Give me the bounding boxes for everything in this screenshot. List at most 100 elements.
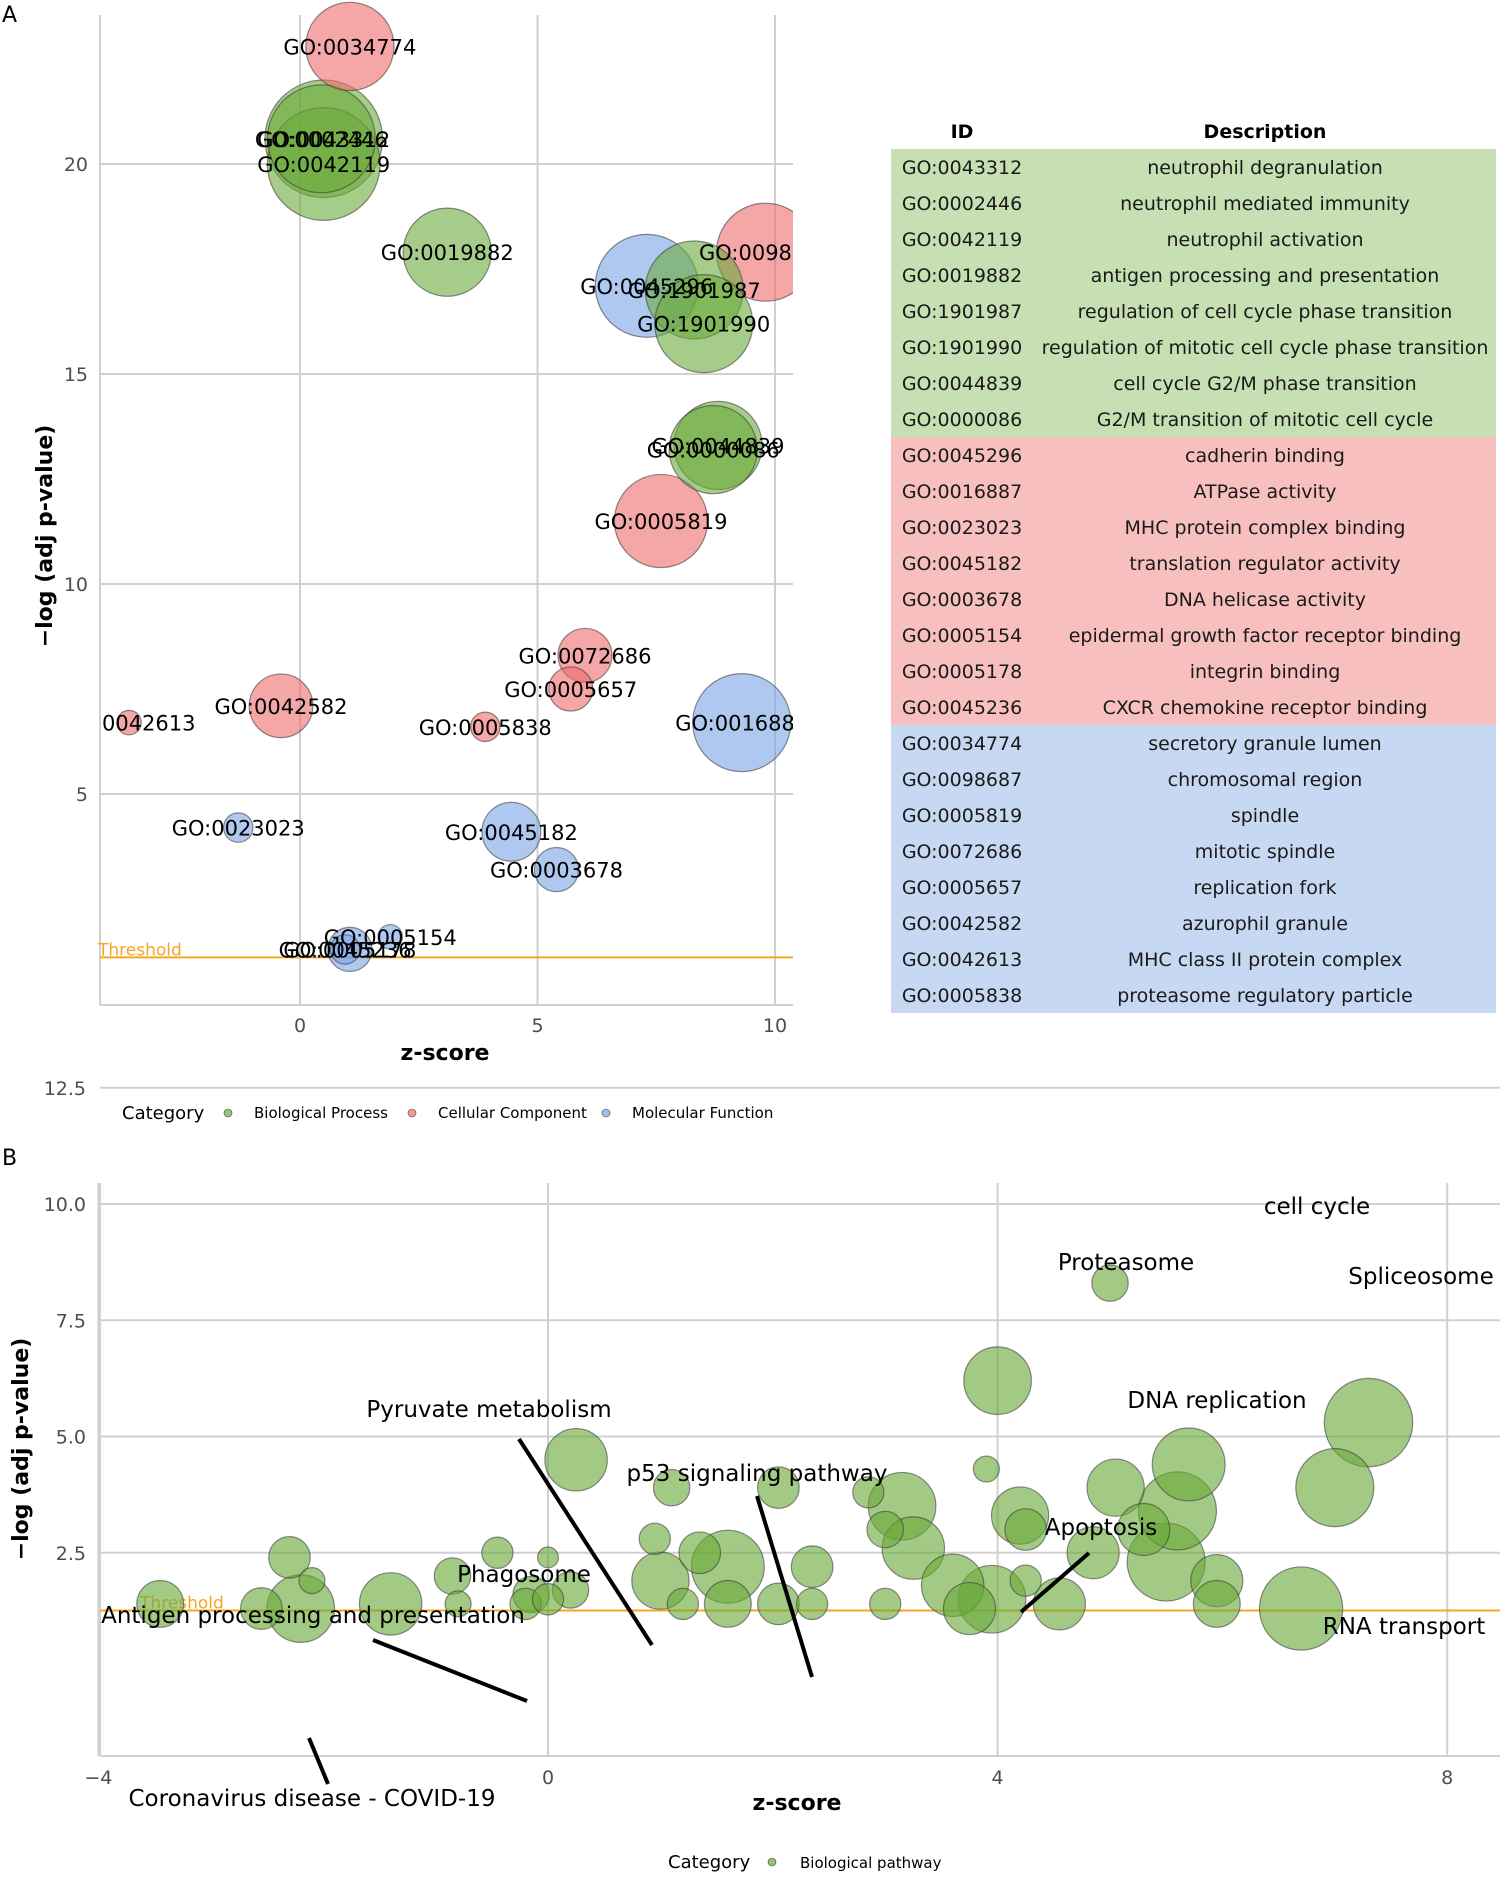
panel-a-y-axis-title: −log (adj p-value) <box>33 425 58 648</box>
table-row <box>891 797 1496 833</box>
go-term-table: ID Description GO:0043312 neutrophil degr… <box>891 121 1496 1013</box>
pathway-label-proteasome: Proteasome <box>1058 1250 1194 1276</box>
a-x-tick-label-0: 0 <box>294 1015 306 1037</box>
table-row <box>891 725 1496 761</box>
label-go-0005178: GO:0005178 <box>283 938 416 962</box>
table-row <box>891 473 1496 509</box>
table-cell-id: GO:0005657 <box>902 877 1022 899</box>
bubble-go-1901990 <box>654 274 754 374</box>
table-cell-description: ATPase activity <box>1193 481 1336 503</box>
table-cell-id: GO:0044839 <box>902 373 1022 395</box>
table-cell-id: GO:0005178 <box>902 661 1022 683</box>
table-cell-id: GO:0003678 <box>902 589 1022 611</box>
panel-b-bubbles <box>136 1092 1414 1651</box>
table-row <box>891 977 1496 1013</box>
bubble-go-0005657 <box>548 666 594 712</box>
panel-a-bubble-labels: GO:0034774 GO:0043312GO:0002446GO:0042119… <box>100 35 808 962</box>
table-row <box>891 653 1496 689</box>
table-row <box>891 509 1496 545</box>
bubble-go-0042582 <box>248 673 314 739</box>
table-cell-description: neutrophil mediated immunity <box>1120 193 1410 215</box>
table-cell-id: GO:0072686 <box>902 841 1022 863</box>
bubble-rna-transport <box>1295 1448 1375 1528</box>
table-cell-description: spindle <box>1231 805 1299 827</box>
table-row <box>891 905 1496 941</box>
pathway-label-dna-replication: DNA replication <box>1127 1388 1306 1414</box>
table-row <box>891 833 1496 869</box>
table-cell-id: GO:0005154 <box>902 625 1022 647</box>
panel-b-x-axis-title: z-score <box>753 1791 842 1816</box>
bubble-pyruvate-metabolism <box>638 1522 671 1556</box>
table-row <box>891 581 1496 617</box>
a-x-tick-label-2: 10 <box>763 1015 787 1037</box>
bubble-phagosome <box>544 1427 608 1492</box>
label-go-0045182: GO:0045182 <box>445 821 578 845</box>
pathway-label-apoptosis: Apoptosis <box>1045 1515 1157 1541</box>
bubble-go-0003678 <box>533 846 580 893</box>
a-legend-label-molecular-function: Molecular Function <box>632 1104 773 1122</box>
bubble-go-0005819 <box>613 473 709 569</box>
bubble-go-0005838 <box>469 711 501 743</box>
table-cell-id: GO:0042582 <box>902 913 1022 935</box>
table-cell-description: regulation of cell cycle phase transitio… <box>1078 301 1453 323</box>
table-cell-id: GO:1901990 <box>902 337 1022 359</box>
table-cell-description: MHC protein complex binding <box>1125 517 1406 539</box>
pathway-bubble <box>1151 1427 1226 1502</box>
label-go-0000086: GO:0000086 <box>647 439 780 463</box>
panel-a-scatter-plot: 0 5 10 5 10 15 20 Threshold GO:0034774 GO:00433… <box>64 1 808 1037</box>
panel-b-legend: Category Biological pathway <box>668 1852 942 1873</box>
label-go-0003678: GO:0003678 <box>490 859 623 883</box>
pathway-bubble <box>666 1587 700 1621</box>
b-y-tick-label-3: 10.0 <box>44 1194 86 1216</box>
a-y-tick-label-0: 5 <box>76 784 88 806</box>
pathway-label-pyruvate-metabolism: Pyruvate metabolism <box>366 1397 611 1423</box>
a-y-tick-label-2: 15 <box>64 364 88 386</box>
table-cell-description: secretory granule lumen <box>1148 733 1381 755</box>
pathway-bubble <box>866 1510 905 1549</box>
table-row <box>891 545 1496 581</box>
label-go-0023023: GO:0023023 <box>172 817 305 841</box>
bubble-go-0023023 <box>222 812 254 843</box>
pathway-bubble <box>1086 1458 1145 1517</box>
pathway-label-cell-cycle: cell cycle <box>1264 1194 1370 1220</box>
a-legend-swatch-biological-process <box>223 1108 233 1118</box>
b-x-tick-label-1: 0 <box>542 1767 554 1789</box>
label-go-0034774: GO:0034774 <box>283 35 416 59</box>
table-cell-id: GO:0023023 <box>902 517 1022 539</box>
label-go-0005838: GO:0005838 <box>419 716 552 740</box>
pathway-bubble <box>239 1587 283 1630</box>
b-x-tick-label-0: −4 <box>84 1767 112 1789</box>
table-cell-description: antigen processing and presentation <box>1091 265 1440 287</box>
panel-b-bubble-labels: cell cycle Proteasome Spliceosome DNA repli… <box>101 1194 1494 1812</box>
pathway-bubble <box>869 1587 902 1621</box>
bubble-proteasome <box>1165 1092 1212 1139</box>
pathway-bubble <box>1192 1579 1241 1628</box>
panel-a-legend-title: Category <box>122 1103 205 1124</box>
label-go-0005657: GO:0005657 <box>504 678 637 702</box>
b-x-tick-label-3: 8 <box>1441 1767 1453 1789</box>
a-legend-swatch-cellular-component <box>407 1108 417 1118</box>
table-header-id: ID <box>951 121 974 143</box>
label-go-0042582: GO:0042582 <box>214 695 347 719</box>
pathway-label-rna-transport: RNA transport <box>1323 1614 1486 1640</box>
table-row <box>891 329 1496 365</box>
table-cell-id: GO:0000086 <box>902 409 1022 431</box>
table-row <box>891 365 1496 401</box>
label-go-0016887: GO:0016887 <box>675 712 808 736</box>
a-legend-swatch-molecular-function <box>601 1108 611 1118</box>
pathway-label-antigen-processing-and-presentation: Antigen processing and presentation <box>101 1603 525 1629</box>
table-row <box>891 149 1496 185</box>
panel-a-gridlines <box>100 15 793 1005</box>
pathway-bubble <box>536 1546 559 1569</box>
b-y-tick-label-0: 2.5 <box>56 1543 86 1565</box>
panel-b-legend-title: Category <box>668 1852 751 1873</box>
table-cell-id: GO:0005838 <box>902 985 1022 1007</box>
pathway-bubble <box>1117 1502 1171 1557</box>
b-legend-label: Biological pathway <box>800 1854 942 1872</box>
table-cell-description: DNA helicase activity <box>1164 589 1366 611</box>
table-cell-description: cadherin binding <box>1185 445 1345 467</box>
bubble-go-0019882 <box>402 207 492 297</box>
pathway-bubble <box>1258 1566 1344 1651</box>
b-legend-swatch <box>767 1857 777 1867</box>
